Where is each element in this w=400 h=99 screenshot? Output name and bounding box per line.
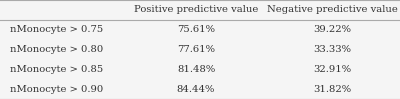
Text: Negative predictive value: Negative predictive value bbox=[266, 5, 398, 14]
Text: 81.48%: 81.48% bbox=[177, 65, 215, 74]
Text: 75.61%: 75.61% bbox=[177, 25, 215, 34]
Text: Positive predictive value: Positive predictive value bbox=[134, 5, 258, 14]
Text: nMonocyte > 0.75: nMonocyte > 0.75 bbox=[10, 25, 104, 34]
Text: 77.61%: 77.61% bbox=[177, 45, 215, 54]
Text: 33.33%: 33.33% bbox=[313, 45, 351, 54]
Text: 31.82%: 31.82% bbox=[313, 85, 351, 94]
Text: 39.22%: 39.22% bbox=[313, 25, 351, 34]
Text: nMonocyte > 0.85: nMonocyte > 0.85 bbox=[10, 65, 104, 74]
Text: nMonocyte > 0.90: nMonocyte > 0.90 bbox=[10, 85, 104, 94]
Text: 84.44%: 84.44% bbox=[177, 85, 215, 94]
Text: 32.91%: 32.91% bbox=[313, 65, 351, 74]
Text: nMonocyte > 0.80: nMonocyte > 0.80 bbox=[10, 45, 104, 54]
